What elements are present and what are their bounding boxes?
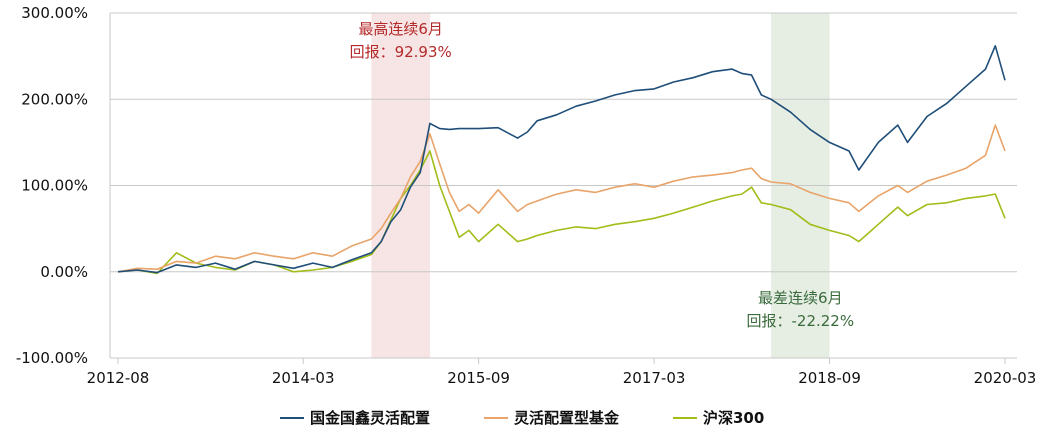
x-tick-label-3: 2017-03 — [623, 369, 686, 387]
x-tick-label-4: 2018-09 — [798, 369, 861, 387]
y-tick-labels: 300.00% 200.00% 100.00% 0.00% -100.00% — [16, 4, 88, 367]
y-tick-label-1: 200.00% — [21, 90, 88, 108]
highlight-title-1: 最差连续6月 — [758, 289, 843, 307]
x-tick-label-5: 2020-03 — [974, 369, 1037, 387]
x-tick-labels: 2012-08 2014-03 2015-09 2017-03 2018-09 2020-… — [87, 369, 1037, 387]
highlight-return-0: 回报：92.93% — [350, 43, 452, 61]
grid-lines — [109, 12, 1017, 364]
legend: 国金国鑫灵活配置 灵活配置型基金 沪深300 — [280, 409, 764, 427]
highlight-title-0: 最高连续6月 — [358, 20, 443, 38]
x-tick-label-1: 2014-03 — [272, 369, 335, 387]
x-tick-label-0: 2012-08 — [87, 369, 150, 387]
highlight-return-1: 回报：-22.22% — [747, 312, 855, 330]
y-tick-label-0: 300.00% — [21, 4, 88, 22]
legend-label-1: 灵活配置型基金 — [514, 409, 620, 427]
legend-label-0: 国金国鑫灵活配置 — [310, 409, 430, 427]
series-line-0 — [117, 45, 1006, 274]
series-line-1 — [117, 124, 1006, 273]
x-tick-label-2: 2015-09 — [447, 369, 510, 387]
y-tick-label-3: 0.00% — [40, 263, 88, 281]
y-tick-label-2: 100.00% — [21, 177, 88, 195]
legend-label-2: 沪深300 — [703, 409, 764, 427]
series-line-2 — [117, 150, 1006, 275]
y-tick-label-4: -100.00% — [16, 349, 88, 367]
series-lines — [117, 45, 1006, 275]
